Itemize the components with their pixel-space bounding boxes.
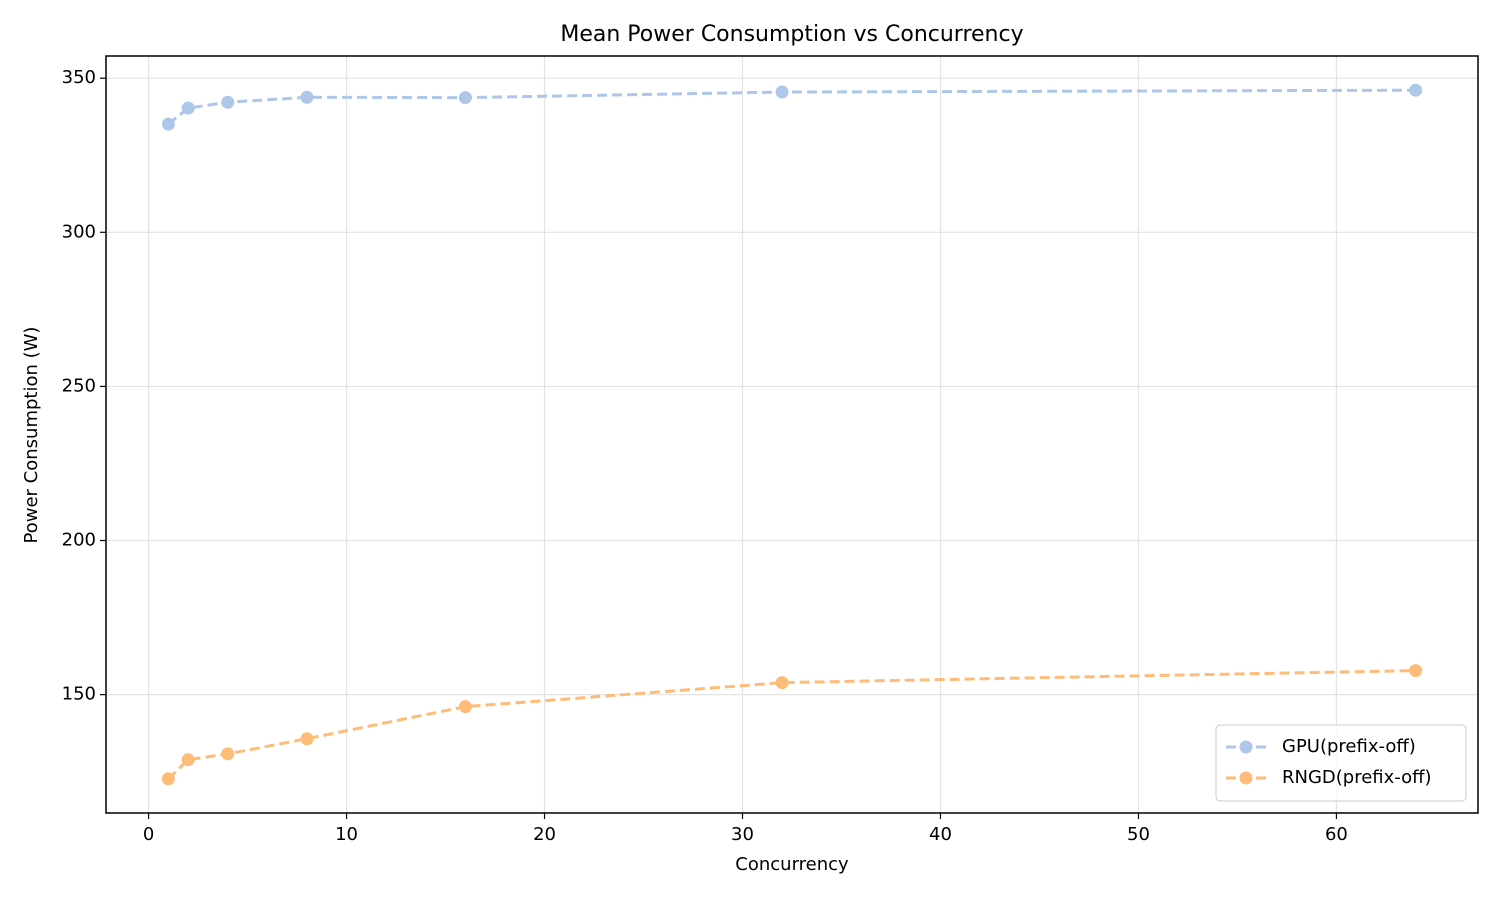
- data-point: [458, 700, 472, 714]
- y-tick-label: 250: [62, 375, 96, 396]
- data-point: [161, 772, 175, 786]
- x-tick-label: 50: [1127, 824, 1150, 845]
- x-tick-label: 30: [731, 824, 754, 845]
- data-point: [181, 101, 195, 115]
- data-point: [221, 747, 235, 761]
- data-point: [161, 117, 175, 131]
- legend-label: GPU(prefix-off): [1282, 736, 1416, 757]
- x-tick-label: 20: [533, 824, 556, 845]
- data-point: [300, 732, 314, 746]
- y-tick-label: 150: [62, 684, 96, 705]
- x-axis-label: Concurrency: [735, 854, 849, 875]
- data-point: [775, 676, 789, 690]
- y-axis-label: Power Consumption (W): [21, 327, 42, 544]
- data-point: [458, 91, 472, 105]
- y-tick-label: 350: [62, 67, 96, 88]
- y-tick-label: 300: [62, 221, 96, 242]
- y-tick-label: 200: [62, 530, 96, 551]
- data-point: [775, 85, 789, 99]
- data-point: [1409, 83, 1423, 97]
- x-tick-label: 40: [929, 824, 952, 845]
- legend: GPU(prefix-off) RNGD(prefix-off): [1215, 724, 1467, 802]
- data-point: [1409, 664, 1423, 678]
- legend-label: RNGD(prefix-off): [1282, 767, 1432, 788]
- plot-frame: [105, 55, 1479, 814]
- legend-marker: [1239, 740, 1253, 754]
- x-tick-label: 10: [335, 824, 358, 845]
- chart-title: Mean Power Consumption vs Concurrency: [560, 22, 1023, 47]
- legend-marker: [1239, 771, 1253, 785]
- x-tick-label: 0: [143, 824, 154, 845]
- x-tick-label: 60: [1325, 824, 1348, 845]
- data-point: [300, 90, 314, 104]
- data-point: [181, 753, 195, 767]
- data-point: [221, 95, 235, 109]
- legend-box: [1215, 724, 1467, 802]
